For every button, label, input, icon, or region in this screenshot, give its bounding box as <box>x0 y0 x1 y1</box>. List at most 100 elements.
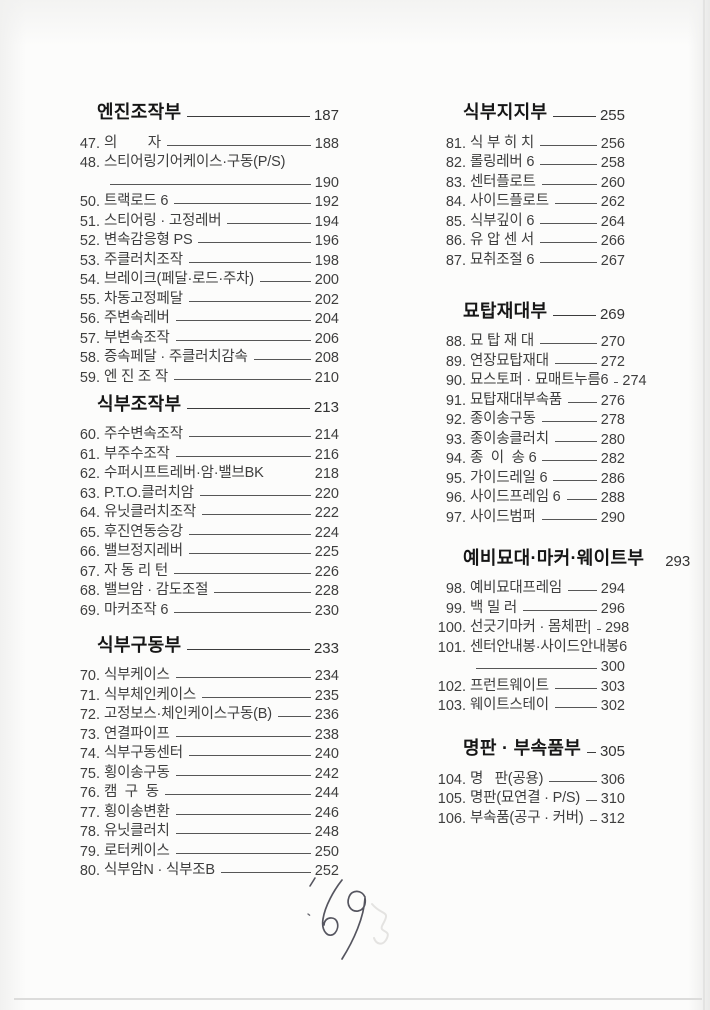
item-number: 64. <box>79 505 100 521</box>
item-page: 250 <box>314 843 339 860</box>
item-page: 282 <box>600 451 625 467</box>
item-number: 63. <box>79 485 100 502</box>
item-label: 유 압 센 서 <box>470 232 535 248</box>
toc-section: 묘탑재대부 269 88. 묘 탑 재 대 270 89. 연장묘탑재대 272 90. 묘스토퍼… <box>437 297 647 526</box>
item-number: 70. <box>79 668 100 684</box>
item-label: 횡이송변환 <box>104 803 170 820</box>
item-page: 258 <box>600 155 625 171</box>
item-label: 묘스토퍼 · 묘매트누름6 <box>470 372 609 388</box>
item-number: 79. <box>79 843 100 860</box>
toc-section: 식부지지부 255 81. 식 부 히 치 256 82. 롤링레버 6 258 83. 센터플로… <box>437 98 625 269</box>
item-label: 주변속레버 <box>104 310 170 326</box>
item-label: 부변속조작 <box>104 329 170 346</box>
leader-line <box>540 164 597 165</box>
item-page: 198 <box>314 252 339 269</box>
item-number: 69. <box>79 602 100 619</box>
section-page: 213 <box>313 398 339 416</box>
item-label: 식부체인케이스 <box>104 686 196 703</box>
leader-line <box>554 687 597 689</box>
item-number: 66. <box>79 544 100 560</box>
toc-row: 58. 증속페달 · 주클러치감속 208 <box>71 347 339 366</box>
item-label: 부주수조작 <box>104 445 170 462</box>
item-page: 228 <box>314 583 339 599</box>
section-page: 187 <box>313 107 339 124</box>
leader-line <box>541 518 597 520</box>
toc-row: 65. 후진연동승강 224 <box>71 521 339 541</box>
item-page: 220 <box>314 485 339 502</box>
item-page: 256 <box>600 135 625 152</box>
item-label: 사이드프레임 6 <box>470 489 561 505</box>
item-label: 묘탑재대부속품 <box>470 391 562 408</box>
toc-row: 104. 명 판(공용) 306 <box>437 768 625 788</box>
toc-row: 54. 브레이크(페달·로드·주차) 200 <box>71 269 339 288</box>
item-page: 190 <box>314 174 339 191</box>
toc-row: 81. 식 부 히 치 256 <box>437 132 625 152</box>
item-number: 57. <box>79 330 100 347</box>
item-number: 73. <box>79 726 100 743</box>
leader-line <box>175 320 311 321</box>
item-page: 303 <box>600 678 625 695</box>
item-page: 216 <box>314 446 339 463</box>
item-label: 종이송클러치 <box>470 430 549 447</box>
item-number: 84. <box>445 194 466 210</box>
item-number: 52. <box>79 233 100 249</box>
leader-line <box>596 629 601 630</box>
item-number: 72. <box>79 707 100 723</box>
item-number: 105. <box>437 791 466 807</box>
toc-row: 51. 스티어링 · 고정레버 194 <box>71 210 339 230</box>
leader-line <box>174 203 311 204</box>
leader-line <box>175 774 311 776</box>
item-page: 302 <box>600 698 625 714</box>
toc-row: 62. 수퍼시프트레버·암·밸브BK 218 <box>71 463 339 482</box>
pen-dot <box>307 913 311 916</box>
toc-row: 73. 연결파이프 238 <box>71 723 339 743</box>
item-page: 310 <box>600 791 625 807</box>
item-page: 252 <box>314 863 339 879</box>
item-number: 51. <box>79 213 100 230</box>
item-page: 296 <box>600 600 625 617</box>
item-page: 272 <box>600 353 625 370</box>
leader-line <box>541 183 597 185</box>
section-page: 255 <box>599 107 625 124</box>
item-page: 210 <box>314 369 339 386</box>
toc-row: 83. 센터플로트 260 <box>437 171 625 191</box>
item-label: 롤링레버 6 <box>470 154 535 170</box>
item-number: 104. <box>437 771 466 788</box>
section-header: 엔진조작부 187 <box>71 98 339 124</box>
leader-line <box>554 362 597 364</box>
leader-line <box>540 261 597 263</box>
item-page: 286 <box>600 470 625 487</box>
leader-line <box>164 794 311 795</box>
item-number: 75. <box>79 765 100 782</box>
leader-line <box>175 677 311 678</box>
toc-row: 93. 종이송클러치 280 <box>437 428 625 448</box>
item-label: 주클러치조작 <box>104 251 183 268</box>
item-page: 276 <box>600 392 625 409</box>
section-title: 예비묘대·마커·웨이트부 <box>463 547 645 568</box>
handwritten-page-number <box>307 877 389 960</box>
item-number: 59. <box>79 369 100 386</box>
item-label: 유닛클러치조작 <box>104 504 196 520</box>
item-page: 236 <box>314 707 339 723</box>
page-right-edge <box>703 0 705 1010</box>
item-label: 식부암N · 식부조B <box>104 862 215 878</box>
section-header: 식부조작부 213 <box>71 390 339 416</box>
item-label: 백 밀 러 <box>470 599 518 616</box>
toc-row: 85. 식부깊이 6 264 <box>437 210 625 230</box>
item-page: 218 <box>314 466 339 482</box>
toc-row: 63. P.T.O.클러치암 220 <box>71 482 339 502</box>
item-label: 밸브암 · 감도조절 <box>104 582 209 598</box>
leader-line <box>175 455 311 457</box>
item-label: 식 부 히 치 <box>470 134 535 151</box>
item-page: 300 <box>600 659 625 675</box>
leader-line <box>175 813 311 815</box>
toc-row: 94. 종 이 송 6 282 <box>437 448 625 467</box>
leader-line <box>553 116 596 117</box>
item-page: 235 <box>314 687 339 704</box>
item-number: 103. <box>437 698 466 714</box>
item-number: 97. <box>445 509 466 526</box>
item-label: 로터케이스 <box>104 842 170 859</box>
item-label: 마커조작 6 <box>104 601 169 618</box>
item-number: 55. <box>79 291 100 308</box>
